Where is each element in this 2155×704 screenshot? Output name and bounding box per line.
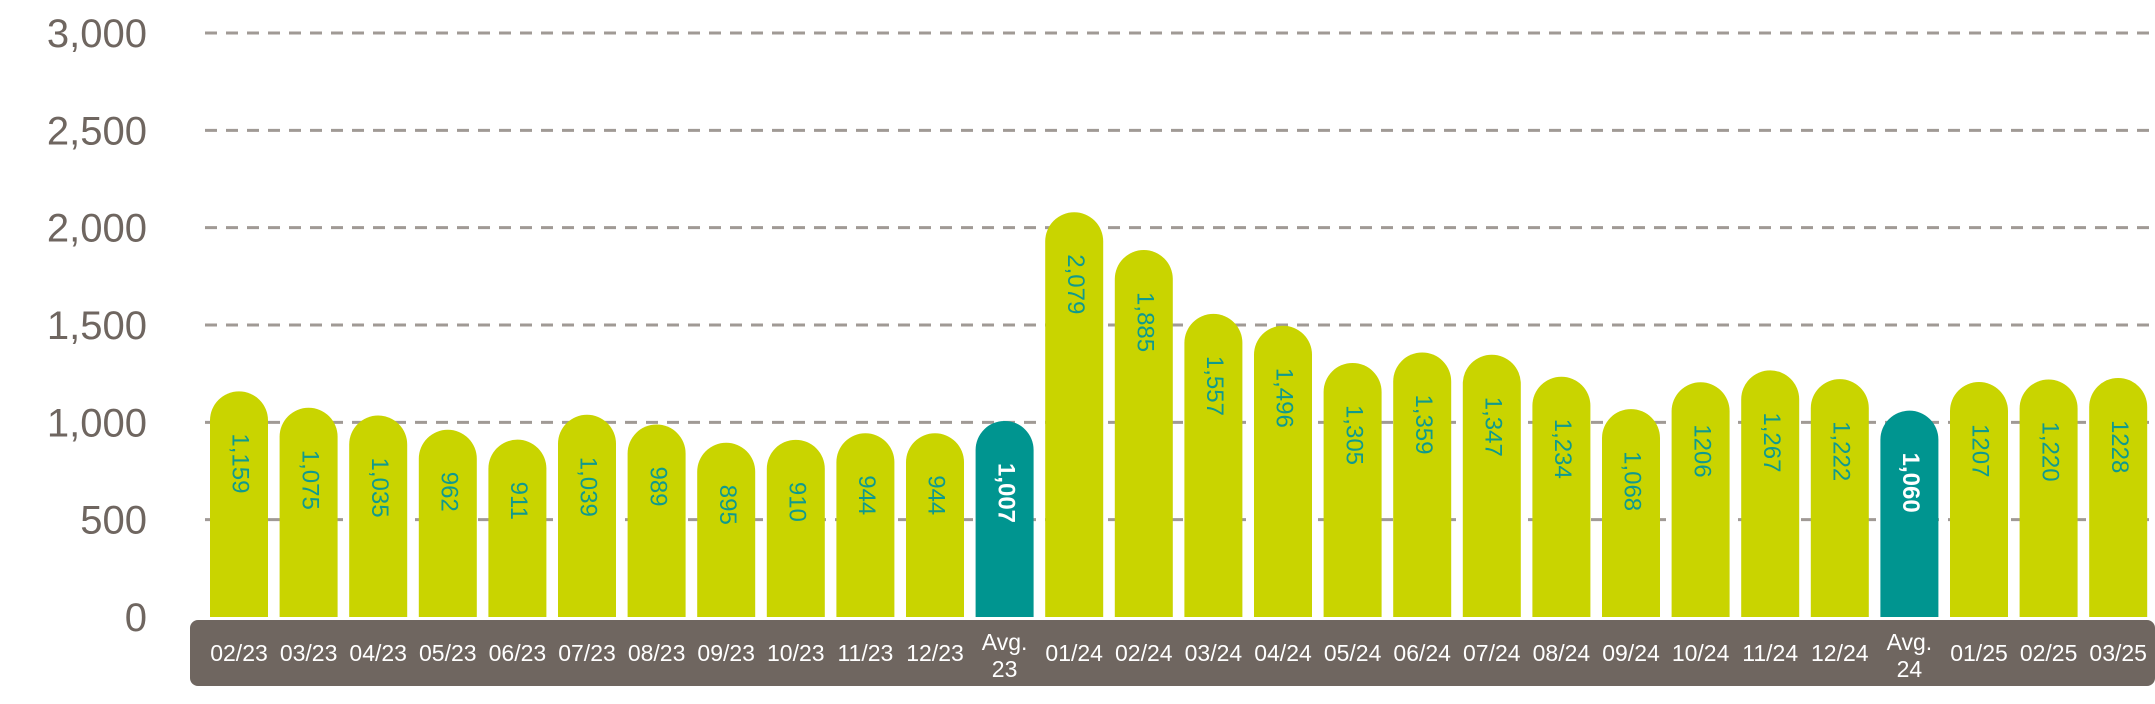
- y-tick-label: 3,000: [47, 12, 147, 56]
- y-axis: 0 500 1,000 1,500 2,000 2,500 3,000: [47, 12, 147, 640]
- data-label: 1,359: [1410, 394, 1437, 454]
- x-tick-label: 04/23: [349, 640, 407, 666]
- y-tick-label: 500: [80, 499, 147, 543]
- x-tick-label: 12/23: [906, 640, 964, 666]
- bar: [1184, 313, 1243, 617]
- bar: [1532, 376, 1591, 617]
- data-label: 1,557: [1201, 356, 1228, 416]
- bar: [1114, 250, 1173, 617]
- x-tick-label: Avg. 23: [982, 629, 1028, 682]
- bar: [1323, 362, 1382, 617]
- bar: [1462, 354, 1521, 617]
- bar-average: [1880, 410, 1939, 617]
- y-tick-label: 2,500: [47, 109, 147, 153]
- x-tick-label: 08/23: [628, 640, 686, 666]
- x-tick-label: 03/23: [280, 640, 338, 666]
- data-label: 1,885: [1131, 292, 1158, 352]
- data-label: 1,007: [992, 463, 1019, 523]
- data-label: 962: [435, 472, 462, 512]
- bar: [836, 433, 895, 617]
- bar: [488, 439, 547, 617]
- x-axis: 02/23 03/23 04/23 05/23 06/23 07/23 08/23 09/23…: [210, 629, 2147, 682]
- bar: [697, 442, 756, 617]
- data-label: 1228: [2106, 420, 2133, 473]
- x-tick-label: 05/24: [1324, 640, 1382, 666]
- bar: [1671, 382, 1730, 617]
- data-label: 1,060: [1897, 453, 1924, 513]
- x-tick-label: 06/24: [1393, 640, 1451, 666]
- bar: [1254, 325, 1312, 617]
- bar: [2019, 379, 2078, 617]
- x-tick-label: 05/23: [419, 640, 477, 666]
- bar: [2089, 377, 2148, 617]
- data-label: 944: [853, 475, 880, 515]
- bar: [766, 439, 825, 617]
- x-tick-label: 09/24: [1602, 640, 1660, 666]
- x-tick-label: 10/24: [1672, 640, 1730, 666]
- x-tick-label: Avg. 24: [1887, 629, 1933, 682]
- data-label: 911: [505, 482, 532, 520]
- data-label: 2,079: [1062, 254, 1089, 314]
- x-tick-label: 02/25: [2020, 640, 2078, 666]
- data-label: 1,347: [1479, 397, 1506, 457]
- data-label: 1,068: [1619, 451, 1646, 511]
- y-tick-label: 1,000: [47, 401, 147, 445]
- x-axis-band: [190, 620, 2155, 686]
- x-tick-label: 02/24: [1115, 640, 1173, 666]
- data-label: 1,267: [1758, 412, 1785, 472]
- data-label: 1206: [1688, 424, 1715, 477]
- x-tick-label: 11/24: [1742, 640, 1798, 666]
- data-label: 944: [923, 475, 950, 515]
- y-tick-label: 0: [125, 596, 147, 640]
- data-label: 1,305: [1340, 405, 1367, 465]
- x-tick-label: 03/25: [2089, 640, 2147, 666]
- x-tick-label: 06/23: [489, 640, 547, 666]
- data-label: 1207: [1967, 424, 1994, 477]
- bar: [1950, 382, 2008, 617]
- bar: [1741, 370, 1800, 617]
- x-tick-label: 04/24: [1254, 640, 1312, 666]
- x-tick-label: 07/23: [558, 640, 616, 666]
- x-tick-label: 02/23: [210, 640, 268, 666]
- y-tick-label: 2,000: [47, 207, 147, 251]
- bar: [1602, 409, 1660, 617]
- data-label: 895: [714, 485, 741, 525]
- x-tick-label: 01/25: [1950, 640, 2008, 666]
- y-tick-label: 1,500: [47, 304, 147, 348]
- x-tick-label: 03/24: [1185, 640, 1243, 666]
- data-label: 1,220: [2036, 422, 2063, 482]
- x-tick-label: 07/24: [1463, 640, 1521, 666]
- bar: [1045, 212, 1104, 618]
- x-tick-label: 08/24: [1533, 640, 1591, 666]
- bar: [558, 414, 616, 617]
- bar: [906, 433, 964, 617]
- bar: [349, 415, 408, 617]
- bar-average: [975, 420, 1034, 617]
- bar: [627, 424, 686, 617]
- data-label: 910: [783, 482, 810, 522]
- data-label: 1,234: [1549, 419, 1576, 479]
- data-label: 989: [644, 466, 671, 506]
- x-tick-label: 11/23: [837, 640, 893, 666]
- x-tick-label: 01/24: [1045, 640, 1103, 666]
- bar: [210, 391, 268, 617]
- bars: 1,159 1,075 1,035 962 911 1,039 989 895 910 944 94…: [210, 212, 2148, 618]
- x-tick-label: 10/23: [767, 640, 825, 666]
- bar: [279, 407, 338, 617]
- x-tick-label: 12/24: [1811, 640, 1869, 666]
- data-label: 1,039: [575, 457, 602, 517]
- data-label: 1,159: [227, 433, 254, 493]
- data-label: 1,496: [1271, 368, 1298, 428]
- data-label: 1,075: [296, 450, 323, 510]
- data-label: 1,222: [1827, 421, 1854, 481]
- data-label: 1,035: [366, 458, 393, 518]
- bar: [1810, 379, 1869, 617]
- bar: [1393, 352, 1452, 617]
- x-tick-label: 09/23: [697, 640, 755, 666]
- bar: [418, 429, 477, 617]
